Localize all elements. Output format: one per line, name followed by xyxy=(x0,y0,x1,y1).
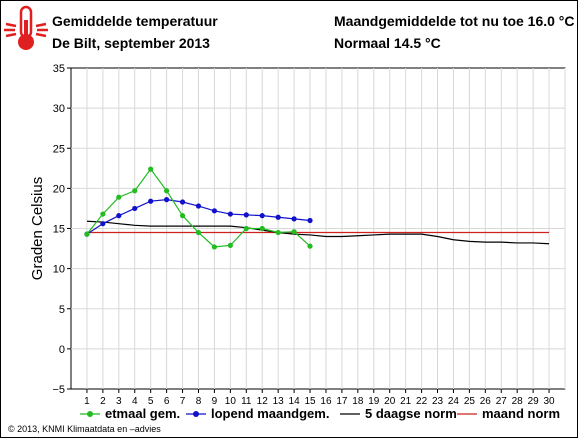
x-tick-label: 2 xyxy=(100,396,106,407)
x-tick-label: 10 xyxy=(225,396,237,407)
data-point xyxy=(116,194,122,200)
x-tick-label: 22 xyxy=(416,396,428,407)
thermometer-icon xyxy=(4,5,48,50)
x-tick-label: 3 xyxy=(116,396,122,407)
data-point xyxy=(100,221,106,227)
data-point xyxy=(179,199,186,205)
legend-marker xyxy=(193,411,199,417)
data-point xyxy=(211,244,218,250)
data-point xyxy=(243,212,249,218)
data-point xyxy=(243,225,249,232)
data-point xyxy=(275,229,281,236)
data-point xyxy=(84,231,90,237)
x-tick-label: 7 xyxy=(180,396,186,407)
data-point xyxy=(275,214,281,220)
data-point xyxy=(148,198,154,204)
y-tick-label: −5 xyxy=(52,384,65,396)
x-tick-label: 20 xyxy=(384,396,396,407)
monthly-average-label: Maandgemiddelde tot nu toe 16.0 °C xyxy=(334,13,575,29)
data-point xyxy=(179,213,186,219)
x-tick-label: 23 xyxy=(432,396,444,407)
legend-label: 5 daagse norm xyxy=(365,406,457,421)
x-tick-label: 26 xyxy=(480,396,492,407)
x-tick-label: 4 xyxy=(132,396,138,407)
data-point xyxy=(164,188,170,194)
y-axis-label: Graden Celsius xyxy=(29,177,46,280)
data-point xyxy=(227,211,233,217)
x-tick-label: 15 xyxy=(304,396,316,407)
legend-marker xyxy=(87,411,93,417)
x-tick-label: 12 xyxy=(257,396,269,407)
x-tick-label: 18 xyxy=(352,396,364,407)
y-tick-label: 10 xyxy=(53,264,65,276)
legend-label: maand norm xyxy=(482,406,560,421)
y-tick-label: 20 xyxy=(53,183,65,195)
x-tick-label: 29 xyxy=(528,396,540,407)
data-point xyxy=(307,217,313,224)
x-tick-label: 17 xyxy=(336,396,348,407)
y-tick-label: 15 xyxy=(53,224,65,236)
y-tick-label: 35 xyxy=(53,63,65,75)
x-tick-label: 9 xyxy=(212,396,218,407)
data-point xyxy=(132,188,138,194)
legend-label: lopend maandgem. xyxy=(211,406,329,421)
data-point xyxy=(195,229,202,236)
data-point xyxy=(291,229,297,235)
data-point xyxy=(227,242,233,248)
y-tick-label: 25 xyxy=(53,143,65,155)
x-tick-label: 14 xyxy=(289,396,301,407)
y-tick-label: 30 xyxy=(53,103,65,115)
data-point xyxy=(132,205,138,212)
data-point xyxy=(195,203,202,209)
x-tick-label: 27 xyxy=(496,396,508,407)
data-point xyxy=(211,208,218,214)
chart-subtitle: De Bilt, september 2013 xyxy=(52,35,210,51)
legend-label: etmaal gem. xyxy=(105,406,180,421)
x-tick-label: 11 xyxy=(241,396,252,407)
x-tick-label: 6 xyxy=(164,396,170,407)
data-point xyxy=(307,243,313,249)
data-point xyxy=(259,225,265,232)
y-tick-label: 5 xyxy=(59,304,65,316)
x-tick-label: 16 xyxy=(320,396,332,407)
x-tick-label: 28 xyxy=(512,396,524,407)
x-tick-label: 8 xyxy=(196,396,202,407)
x-tick-label: 21 xyxy=(400,396,412,407)
data-point xyxy=(291,216,297,222)
x-tick-label: 30 xyxy=(544,396,556,407)
data-point xyxy=(259,213,265,219)
series-line xyxy=(86,220,550,245)
chart-title: Gemiddelde temperatuur xyxy=(52,13,218,29)
x-tick-label: 1 xyxy=(84,396,90,407)
copyright-notice: © 2013, KNMI Klimaatdata en –advies xyxy=(8,424,161,434)
x-tick-label: 25 xyxy=(464,396,476,407)
data-point xyxy=(100,211,106,217)
normal-label: Normaal 14.5 °C xyxy=(334,35,441,51)
x-tick-label: 5 xyxy=(148,396,154,407)
x-tick-label: 24 xyxy=(448,396,460,407)
x-tick-label: 13 xyxy=(273,396,285,407)
data-point xyxy=(148,166,154,172)
x-tick-label: 19 xyxy=(368,396,380,407)
data-point xyxy=(116,213,122,219)
data-point xyxy=(164,197,170,203)
y-tick-label: 0 xyxy=(59,344,65,356)
